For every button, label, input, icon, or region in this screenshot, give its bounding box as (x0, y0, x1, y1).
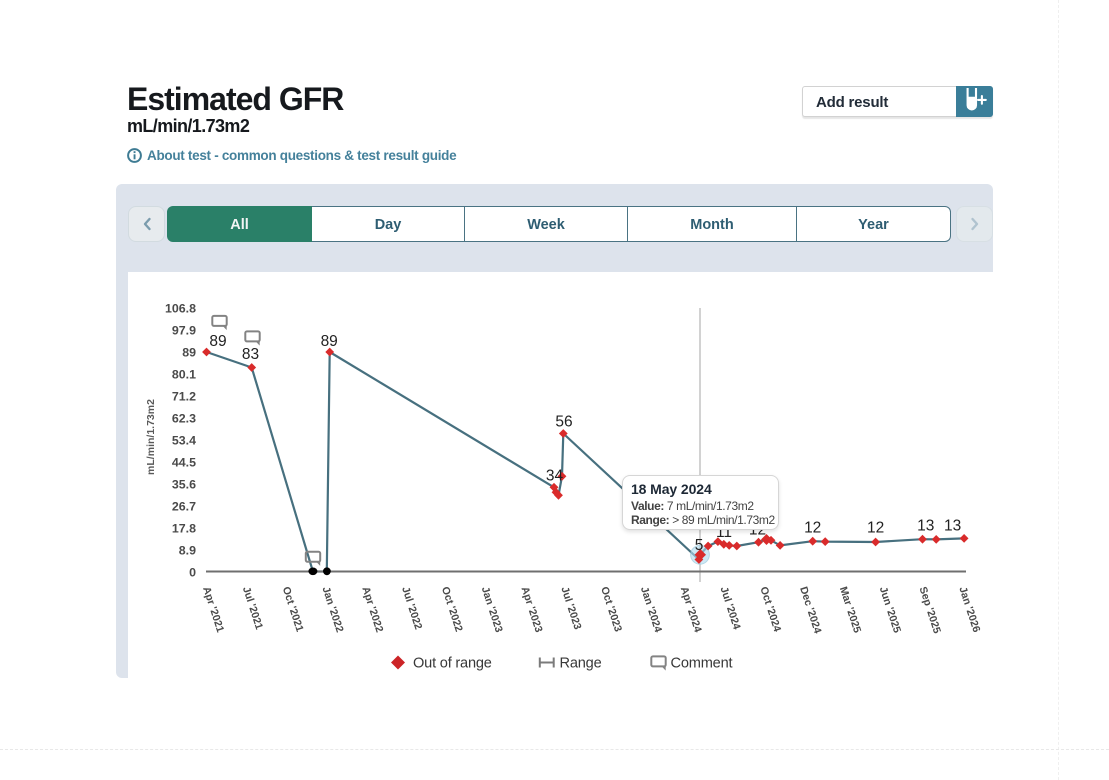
svg-text:Jul '2022: Jul '2022 (399, 585, 424, 631)
svg-text:12: 12 (804, 520, 821, 537)
svg-text:83: 83 (242, 346, 259, 363)
svg-text:Apr '2024: Apr '2024 (678, 585, 704, 634)
svg-text:0: 0 (189, 566, 196, 580)
svg-text:Jan '2022: Jan '2022 (320, 585, 346, 634)
svg-text:13: 13 (917, 518, 934, 535)
svg-text:13: 13 (944, 518, 961, 535)
svg-text:89: 89 (321, 333, 338, 350)
svg-text:Jan '2026: Jan '2026 (956, 585, 982, 634)
svg-text:89: 89 (209, 333, 226, 350)
svg-text:26.7: 26.7 (172, 500, 196, 514)
svg-text:106.8: 106.8 (165, 302, 196, 316)
svg-text:5: 5 (695, 537, 704, 554)
svg-text:53.4: 53.4 (172, 434, 196, 448)
svg-text:17.8: 17.8 (172, 522, 196, 536)
svg-text:Mar '2025: Mar '2025 (837, 585, 863, 634)
svg-text:34: 34 (546, 468, 564, 485)
svg-text:Sep '2025: Sep '2025 (917, 585, 943, 635)
svg-text:71.2: 71.2 (172, 390, 196, 404)
svg-text:Out of range: Out of range (413, 656, 492, 672)
svg-text:Apr '2021: Apr '2021 (200, 585, 226, 634)
svg-text:44.5: 44.5 (172, 456, 196, 470)
svg-text:62.3: 62.3 (172, 412, 196, 426)
svg-text:Jul '2023: Jul '2023 (558, 585, 583, 631)
svg-text:Jun '2025: Jun '2025 (877, 585, 903, 634)
svg-text:Oct '2023: Oct '2023 (598, 585, 624, 633)
svg-text:Jan '2024: Jan '2024 (638, 585, 664, 634)
svg-text:Jan '2023: Jan '2023 (479, 585, 505, 634)
svg-text:Oct '2024: Oct '2024 (757, 585, 783, 633)
svg-text:mL/min/1.73m2: mL/min/1.73m2 (145, 399, 157, 475)
svg-text:56: 56 (555, 413, 572, 430)
svg-text:35.6: 35.6 (172, 478, 196, 492)
svg-text:Dec '2024: Dec '2024 (797, 585, 823, 635)
svg-text:89: 89 (182, 346, 196, 360)
svg-text:Apr '2022: Apr '2022 (359, 585, 385, 634)
svg-text:Oct '2021: Oct '2021 (280, 585, 306, 633)
svg-text:Jul '2021: Jul '2021 (240, 585, 265, 631)
svg-text:Jul '2024: Jul '2024 (718, 585, 743, 631)
svg-text:Range: Range (560, 656, 602, 672)
svg-text:97.9: 97.9 (172, 324, 196, 338)
svg-text:80.1: 80.1 (172, 368, 196, 382)
svg-text:Oct '2022: Oct '2022 (439, 585, 465, 633)
svg-text:Apr '2023: Apr '2023 (519, 585, 545, 634)
svg-text:8.9: 8.9 (179, 544, 196, 558)
svg-text:12: 12 (867, 520, 884, 537)
svg-text:Comment: Comment (671, 656, 733, 672)
